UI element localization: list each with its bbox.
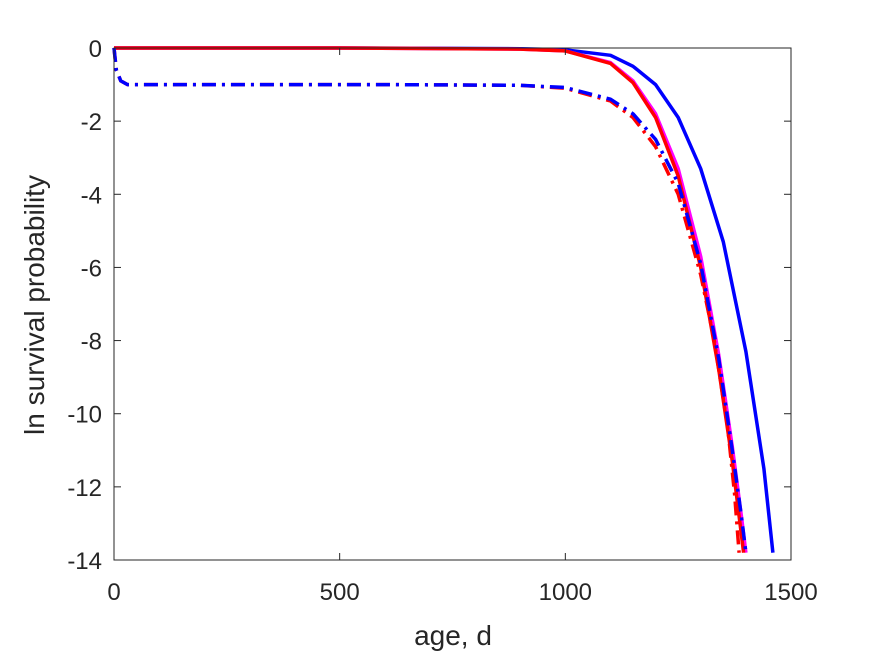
y-tick-label: -4 bbox=[81, 182, 102, 209]
x-tick-label: 0 bbox=[107, 579, 120, 606]
plot-frame bbox=[113, 47, 792, 561]
x-tick-label: 500 bbox=[320, 579, 360, 606]
y-tick-label: -2 bbox=[81, 109, 102, 136]
y-tick-labels: 0 -2 -4 -6 -8 -10 -12 -14 bbox=[67, 36, 102, 575]
series-line-4 bbox=[112, 47, 741, 553]
y-tick-label: -14 bbox=[67, 548, 102, 575]
axis-ticks bbox=[113, 47, 792, 561]
y-axis-label: ln survival probability bbox=[19, 175, 50, 435]
series-line-1 bbox=[114, 46, 775, 553]
x-tick-labels: 0 500 1000 1500 bbox=[107, 579, 817, 606]
series-line-5 bbox=[112, 47, 748, 553]
y-tick-label: -6 bbox=[81, 255, 102, 282]
y-tick-label: -8 bbox=[81, 329, 102, 356]
x-tick-label: 1000 bbox=[539, 579, 592, 606]
x-tick-label: 1500 bbox=[764, 579, 817, 606]
x-axis-label: age, d bbox=[414, 620, 492, 651]
series-line-2 bbox=[114, 46, 748, 553]
y-tick-label: -12 bbox=[67, 475, 102, 502]
y-tick-label: -10 bbox=[67, 402, 102, 429]
y-tick-label: 0 bbox=[89, 36, 102, 63]
series-line-3 bbox=[114, 46, 746, 553]
plot-lines bbox=[112, 46, 775, 553]
